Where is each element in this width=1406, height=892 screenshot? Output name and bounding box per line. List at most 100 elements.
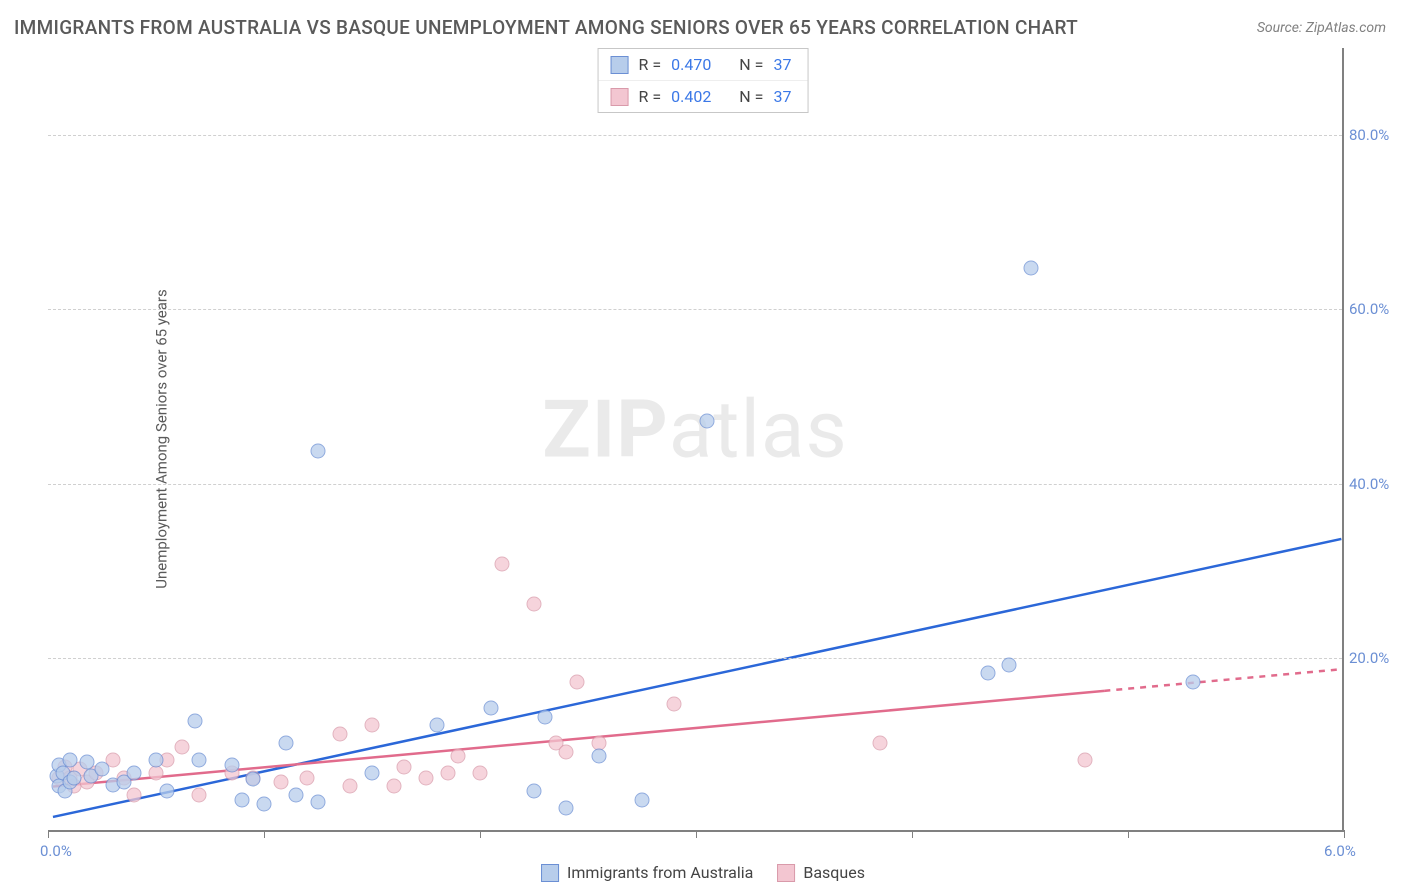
data-point bbox=[635, 792, 650, 807]
data-point bbox=[311, 795, 326, 810]
data-point bbox=[559, 801, 574, 816]
legend-r-value-1: 0.470 bbox=[671, 55, 711, 74]
y-tick-label: 80.0% bbox=[1349, 126, 1404, 144]
y-tick-label: 40.0% bbox=[1349, 475, 1404, 493]
y-tick-label: 20.0% bbox=[1349, 649, 1404, 667]
data-point bbox=[62, 753, 77, 768]
chart-plot-area: ZIPatlas 20.0%40.0%60.0%80.0%0.0%6.0% bbox=[48, 48, 1344, 832]
data-point bbox=[365, 718, 380, 733]
x-tick bbox=[48, 830, 49, 838]
data-point bbox=[66, 770, 81, 785]
x-tick bbox=[1128, 830, 1129, 838]
data-point bbox=[440, 766, 455, 781]
data-point bbox=[429, 718, 444, 733]
watermark-bold: ZIP bbox=[542, 383, 669, 477]
data-point bbox=[159, 783, 174, 798]
data-point bbox=[667, 696, 682, 711]
data-point bbox=[1185, 674, 1200, 689]
trend-line-solid bbox=[53, 691, 1104, 787]
legend-r-prefix: R = bbox=[639, 87, 662, 106]
data-point bbox=[311, 444, 326, 459]
data-point bbox=[235, 792, 250, 807]
data-point bbox=[483, 701, 498, 716]
source-value: ZipAtlas.com bbox=[1306, 20, 1386, 36]
x-tick bbox=[696, 830, 697, 838]
data-point bbox=[192, 753, 207, 768]
x-tick bbox=[264, 830, 265, 838]
data-point bbox=[527, 783, 542, 798]
x-tick bbox=[1344, 830, 1345, 838]
y-tick-label: 60.0% bbox=[1349, 300, 1404, 318]
gridline-h bbox=[48, 658, 1342, 659]
data-point bbox=[591, 748, 606, 763]
data-point bbox=[187, 714, 202, 729]
data-point bbox=[365, 766, 380, 781]
legend-correlation-box: R = 0.470 N = 37 R = 0.402 N = 37 bbox=[598, 48, 809, 113]
data-point bbox=[1002, 657, 1017, 672]
data-point bbox=[246, 772, 261, 787]
legend-item-series-2: Basques bbox=[777, 863, 865, 882]
data-point bbox=[419, 770, 434, 785]
source-attribution: Source: ZipAtlas.com bbox=[1257, 20, 1386, 36]
legend-row-series-2: R = 0.402 N = 37 bbox=[599, 80, 808, 112]
legend-series-labels: Immigrants from Australia Basques bbox=[541, 863, 865, 882]
watermark-text: ZIPatlas bbox=[542, 383, 847, 477]
legend-n-value-1: 37 bbox=[773, 55, 791, 74]
data-point bbox=[872, 735, 887, 750]
data-point bbox=[289, 788, 304, 803]
data-point bbox=[278, 735, 293, 750]
x-tick bbox=[480, 830, 481, 838]
data-point bbox=[332, 727, 347, 742]
data-point bbox=[257, 796, 272, 811]
data-point bbox=[559, 744, 574, 759]
data-point bbox=[174, 740, 189, 755]
source-label: Source: bbox=[1257, 20, 1302, 36]
x-tick bbox=[912, 830, 913, 838]
data-point bbox=[127, 766, 142, 781]
trend-line-dashed bbox=[1104, 669, 1341, 691]
data-point bbox=[149, 766, 164, 781]
data-point bbox=[451, 748, 466, 763]
legend-r-prefix: R = bbox=[639, 55, 662, 74]
data-point bbox=[699, 413, 714, 428]
data-point bbox=[473, 766, 488, 781]
data-point bbox=[570, 674, 585, 689]
x-tick-label: 6.0% bbox=[1324, 842, 1356, 860]
legend-item-series-1: Immigrants from Australia bbox=[541, 863, 753, 882]
watermark-rest: atlas bbox=[669, 383, 848, 477]
gridline-h bbox=[48, 484, 1342, 485]
data-point bbox=[537, 709, 552, 724]
legend-r-value-2: 0.402 bbox=[671, 87, 711, 106]
legend-swatch-series-1 bbox=[611, 56, 629, 74]
data-point bbox=[397, 760, 412, 775]
legend-n-prefix: N = bbox=[739, 87, 763, 106]
x-tick-label: 0.0% bbox=[40, 842, 72, 860]
data-point bbox=[274, 775, 289, 790]
legend-n-value-2: 37 bbox=[773, 87, 791, 106]
data-point bbox=[224, 757, 239, 772]
legend-row-series-1: R = 0.470 N = 37 bbox=[599, 49, 808, 80]
data-point bbox=[527, 596, 542, 611]
gridline-h bbox=[48, 309, 1342, 310]
trend-lines-svg bbox=[48, 48, 1342, 830]
data-point bbox=[386, 779, 401, 794]
data-point bbox=[494, 557, 509, 572]
legend-swatch-series-1 bbox=[541, 864, 559, 882]
data-point bbox=[1023, 261, 1038, 276]
data-point bbox=[192, 788, 207, 803]
data-point bbox=[980, 666, 995, 681]
legend-n-prefix: N = bbox=[739, 55, 763, 74]
data-point bbox=[95, 762, 110, 777]
data-point bbox=[79, 755, 94, 770]
data-point bbox=[127, 788, 142, 803]
legend-label-series-1: Immigrants from Australia bbox=[567, 863, 753, 882]
gridline-h bbox=[48, 135, 1342, 136]
legend-label-series-2: Basques bbox=[803, 863, 865, 882]
data-point bbox=[1077, 753, 1092, 768]
data-point bbox=[149, 753, 164, 768]
legend-swatch-series-2 bbox=[777, 864, 795, 882]
data-point bbox=[300, 770, 315, 785]
data-point bbox=[343, 779, 358, 794]
chart-title: IMMIGRANTS FROM AUSTRALIA VS BASQUE UNEM… bbox=[14, 16, 1078, 39]
legend-swatch-series-2 bbox=[611, 88, 629, 106]
